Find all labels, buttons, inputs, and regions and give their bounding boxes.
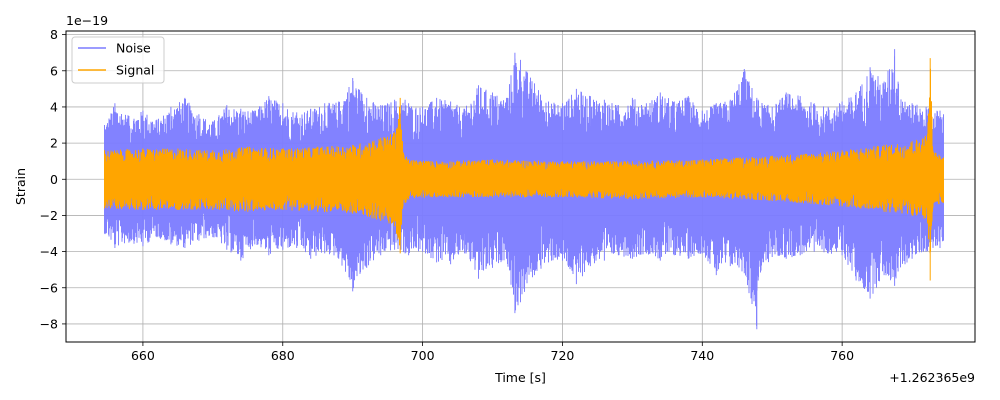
- x-tick-label: 720: [551, 348, 575, 363]
- x-tick-label: 760: [830, 348, 854, 363]
- y-tick-label: 4: [50, 99, 58, 114]
- series-signal-trace: [104, 58, 944, 281]
- legend-signal-label: Signal: [116, 63, 154, 78]
- y-axis-label: Strain: [13, 168, 28, 205]
- x-offset-label: +1.262365e9: [889, 370, 975, 385]
- y-tick-label: 2: [50, 136, 58, 151]
- y-tick-label: −4: [40, 244, 58, 259]
- x-tick-label: 740: [690, 348, 714, 363]
- legend-noise-label: Noise: [116, 41, 151, 56]
- series-layer: [104, 49, 944, 330]
- y-tick-label: 8: [50, 27, 58, 42]
- y-tick-label: 0: [50, 172, 58, 187]
- x-tick-label: 700: [411, 348, 435, 363]
- plot-frame: [65, 30, 976, 343]
- y-tick-label: −2: [40, 208, 58, 223]
- y-tick-label: 6: [50, 63, 58, 78]
- x-tick-label: 680: [271, 348, 295, 363]
- ticks: 660 680 700 720 740 760 −8 −6 −4 −2 0 2 4 6 8: [40, 27, 855, 363]
- legend: Noise Signal: [71, 36, 165, 84]
- x-axis-label: Time [s]: [494, 370, 546, 385]
- y-tick-label: −6: [40, 280, 58, 295]
- y-tick-label: −8: [40, 316, 58, 331]
- y-scale-label: 1e−19: [66, 13, 108, 28]
- x-tick-label: 660: [131, 348, 155, 363]
